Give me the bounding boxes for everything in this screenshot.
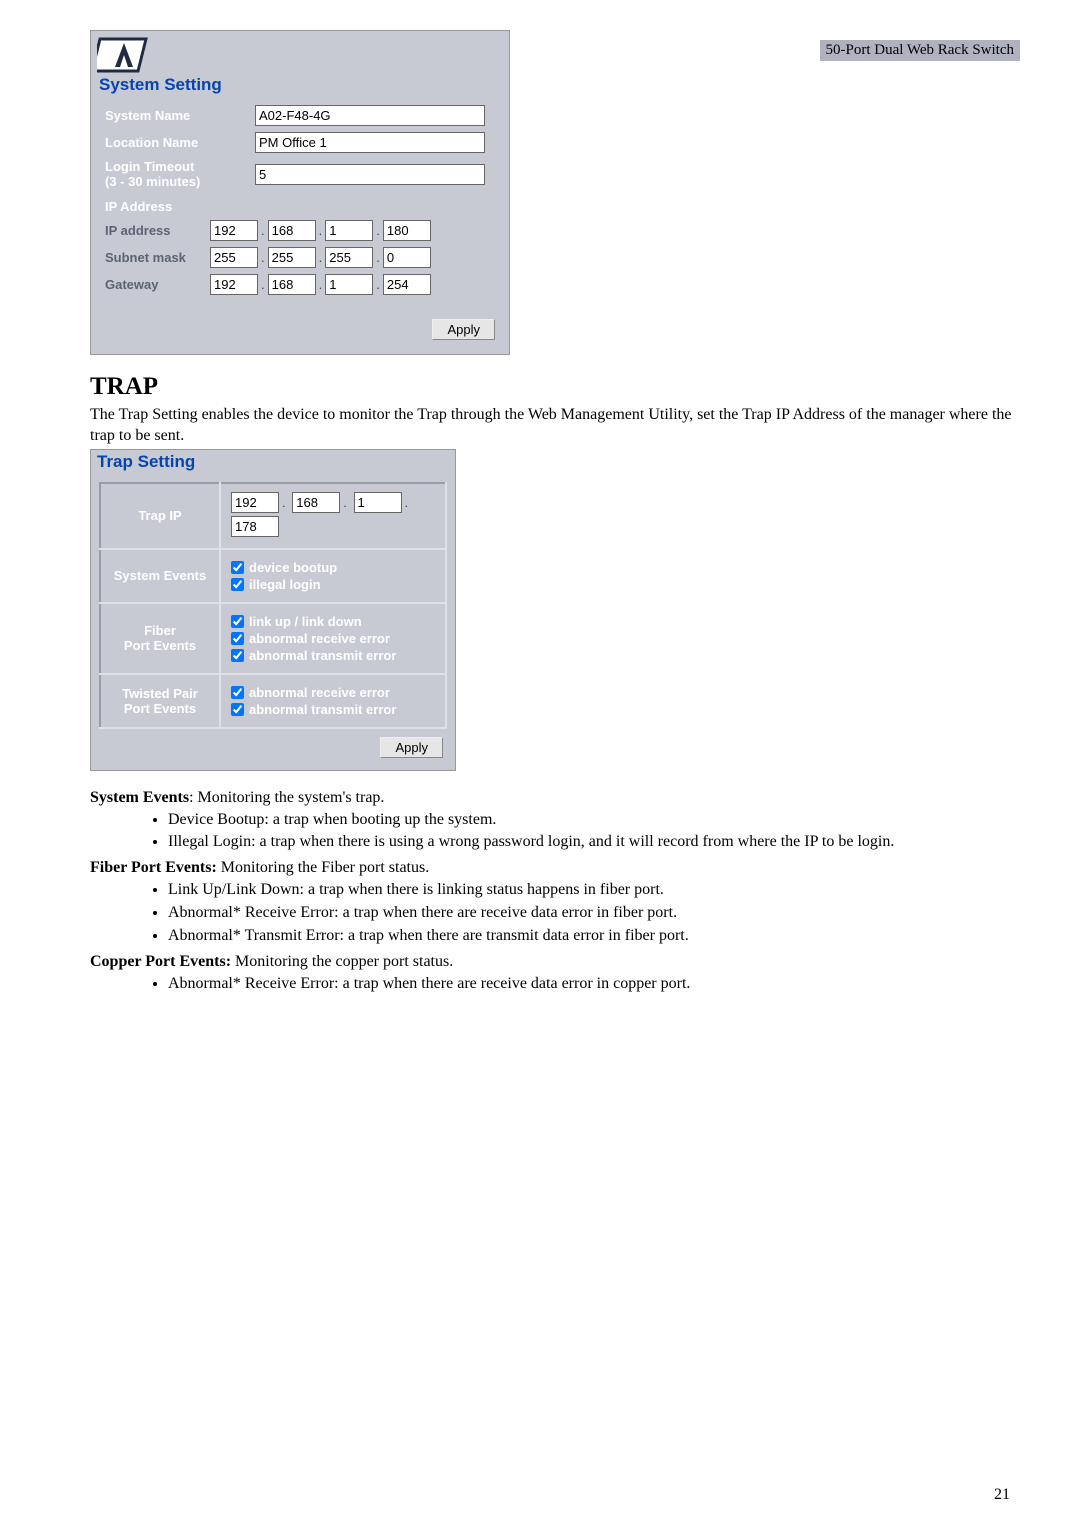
location-name-label: Location Name	[105, 135, 255, 150]
gateway-octet-3[interactable]	[325, 274, 373, 295]
link-updown-checkbox[interactable]	[231, 615, 244, 628]
trap-setting-panel: Trap Setting Trap IP . . . System Events…	[90, 449, 456, 771]
fiber-recv-err-checkbox[interactable]	[231, 632, 244, 645]
login-timeout-label: Login Timeout (3 - 30 minutes)	[105, 159, 255, 189]
fiber-xmit-err-checkbox[interactable]	[231, 649, 244, 662]
ip-octet-1[interactable]	[210, 220, 258, 241]
system-setting-title: System Setting	[99, 75, 501, 95]
ip-address-heading: IP Address	[105, 199, 495, 214]
trap-ip-octet-2[interactable]	[292, 492, 340, 513]
tp-recv-err-text: abnormal receive error	[249, 685, 390, 700]
trap-ip-octet-3[interactable]	[354, 492, 402, 513]
fiber-port-events-h: Fiber Port Events:	[90, 859, 217, 876]
tp-xmit-err-checkbox[interactable]	[231, 703, 244, 716]
trap-setting-title: Trap Setting	[91, 450, 455, 474]
se-bullet-1: Device Bootup: a trap when booting up th…	[168, 810, 1020, 831]
fiber-port-events-label: Fiber Port Events	[100, 603, 220, 674]
fiber-xmit-err-text: abnormal transmit error	[249, 648, 396, 663]
link-updown-text: link up / link down	[249, 614, 362, 629]
explanation-block: System Events: Monitoring the system's t…	[90, 789, 1020, 995]
copper-port-events-h: Copper Port Events:	[90, 953, 231, 970]
trap-ip-octet-4[interactable]	[231, 516, 279, 537]
illegal-login-text: illegal login	[249, 577, 321, 592]
fp-bullet-2: Abnormal* Receive Error: a trap when the…	[168, 903, 1020, 924]
trap-apply-button[interactable]: Apply	[380, 737, 443, 758]
subnet-octet-4[interactable]	[383, 247, 431, 268]
subnet-octet-3[interactable]	[325, 247, 373, 268]
fp-bullet-3: Abnormal* Transmit Error: a trap when th…	[168, 926, 1020, 947]
tp-xmit-err-text: abnormal transmit error	[249, 702, 396, 717]
ip-address-label: IP address	[105, 223, 210, 238]
gateway-octet-4[interactable]	[383, 274, 431, 295]
location-name-input[interactable]	[255, 132, 485, 153]
system-events-t: : Monitoring the system's trap.	[189, 789, 384, 806]
trap-ip-octet-1[interactable]	[231, 492, 279, 513]
trap-description: The Trap Setting enables the device to m…	[90, 405, 1020, 447]
system-events-label: System Events	[100, 549, 220, 603]
subnet-label: Subnet mask	[105, 250, 210, 265]
subnet-octet-2[interactable]	[268, 247, 316, 268]
gateway-octet-1[interactable]	[210, 274, 258, 295]
trap-heading: TRAP	[90, 373, 1020, 401]
fp-bullet-1: Link Up/Link Down: a trap when there is …	[168, 880, 1020, 901]
ip-octet-4[interactable]	[383, 220, 431, 241]
system-events-h: System Events	[90, 789, 189, 806]
tp-recv-err-checkbox[interactable]	[231, 686, 244, 699]
page-number: 21	[994, 1486, 1010, 1504]
system-apply-button[interactable]: Apply	[432, 319, 495, 340]
brand-logo-icon	[97, 35, 503, 75]
page-header-title: 50-Port Dual Web Rack Switch	[820, 40, 1021, 61]
fiber-recv-err-text: abnormal receive error	[249, 631, 390, 646]
device-bootup-text: device bootup	[249, 560, 337, 575]
gateway-label: Gateway	[105, 277, 210, 292]
login-timeout-input[interactable]	[255, 164, 485, 185]
device-bootup-checkbox[interactable]	[231, 561, 244, 574]
tp-port-events-label: Twisted Pair Port Events	[100, 674, 220, 728]
illegal-login-checkbox[interactable]	[231, 578, 244, 591]
copper-port-events-t: Monitoring the copper port status.	[231, 953, 453, 970]
ip-octet-2[interactable]	[268, 220, 316, 241]
cp-bullet-1: Abnormal* Receive Error: a trap when the…	[168, 974, 1020, 995]
fiber-port-events-t: Monitoring the Fiber port status.	[217, 859, 429, 876]
system-name-input[interactable]	[255, 105, 485, 126]
trap-ip-label: Trap IP	[100, 483, 220, 549]
system-name-label: System Name	[105, 108, 255, 123]
ip-octet-3[interactable]	[325, 220, 373, 241]
system-setting-panel: System Setting System Name Location Name…	[90, 30, 510, 355]
subnet-octet-1[interactable]	[210, 247, 258, 268]
gateway-octet-2[interactable]	[268, 274, 316, 295]
se-bullet-2: Illegal Login: a trap when there is usin…	[168, 832, 1020, 853]
